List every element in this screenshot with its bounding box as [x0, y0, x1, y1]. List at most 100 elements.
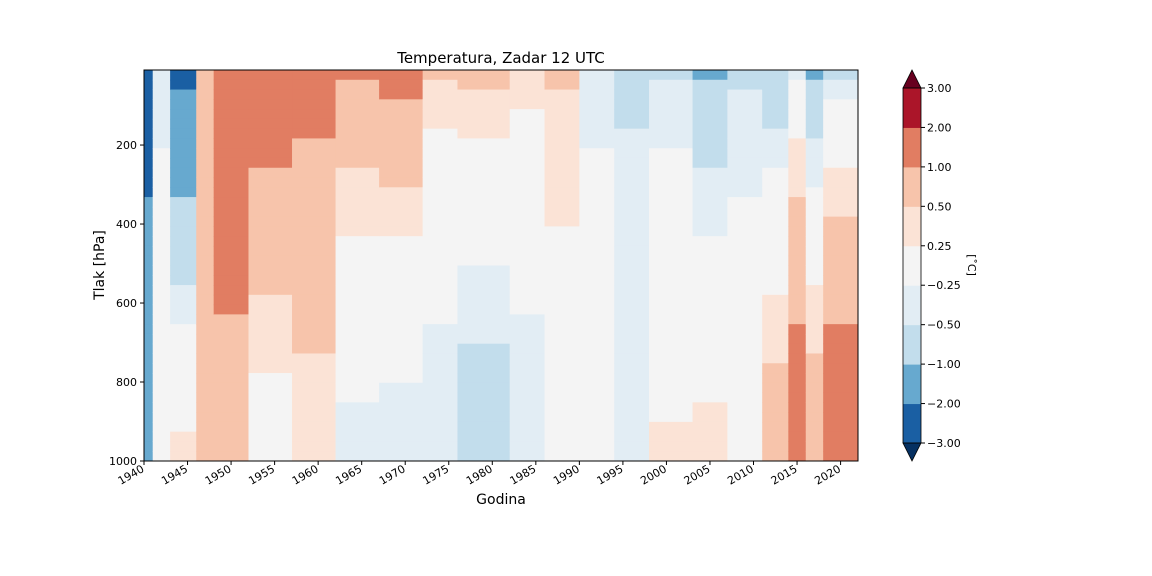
- contour-cell: [762, 324, 789, 335]
- contour-cell: [170, 382, 197, 394]
- contour-cell: [144, 382, 154, 394]
- contour-cell: [292, 216, 337, 227]
- contour-cell: [248, 314, 293, 325]
- contour-cell: [213, 206, 249, 218]
- contour-cell: [579, 148, 615, 159]
- x-axis-label: Godina: [476, 492, 526, 508]
- contour-cell: [422, 431, 458, 442]
- contour-cell: [292, 324, 337, 335]
- contour-cell: [614, 275, 650, 286]
- contour-cell: [614, 177, 650, 188]
- contour-cell: [823, 324, 858, 335]
- contour-cell: [727, 197, 763, 208]
- contour-cell: [692, 99, 728, 110]
- contour-cell: [248, 255, 293, 266]
- contour-cell: [614, 148, 650, 159]
- contour-cell: [422, 187, 458, 198]
- contour-cell: [196, 451, 215, 461]
- contour-cell: [509, 206, 546, 218]
- contour-cell: [379, 333, 424, 345]
- contour-cell: [579, 118, 615, 130]
- contour-cell: [379, 177, 424, 188]
- contour-cell: [509, 402, 546, 413]
- contour-cell: [248, 421, 293, 433]
- contour-cell: [727, 138, 763, 149]
- contour-cell: [692, 236, 728, 247]
- contour-cell: [544, 412, 580, 423]
- contour-cell: [544, 109, 580, 120]
- contour-cell: [422, 216, 458, 227]
- contour-cell: [649, 255, 694, 266]
- contour-cell: [457, 70, 511, 81]
- contour-cell: [379, 343, 424, 354]
- contour-cell: [152, 402, 171, 413]
- contour-cell: [805, 363, 824, 374]
- contour-cell: [727, 333, 763, 345]
- contour-cell: [509, 148, 546, 159]
- contour-cell: [152, 79, 171, 91]
- contour-cell: [457, 226, 511, 237]
- contour-cell: [379, 255, 424, 266]
- contour-cell: [213, 226, 249, 237]
- contour-cell: [692, 148, 728, 159]
- contour-cell: [152, 245, 171, 257]
- contour-cell: [544, 402, 580, 413]
- contour-cell: [422, 294, 458, 306]
- contour-cell: [762, 128, 789, 139]
- contour-cell: [379, 118, 424, 130]
- contour-cell: [170, 314, 197, 325]
- contour-cell: [213, 402, 249, 413]
- contour-cell: [292, 187, 337, 198]
- contour-cell: [823, 216, 858, 227]
- contour-cell: [692, 177, 728, 188]
- contour-cell: [762, 265, 789, 276]
- contour-cell: [727, 353, 763, 364]
- contour-cell: [457, 294, 511, 306]
- contour-cell: [152, 373, 171, 384]
- contour-cell: [152, 177, 171, 188]
- contour-cell: [805, 226, 824, 237]
- contour-cell: [762, 109, 789, 120]
- contour-cell: [457, 216, 511, 227]
- contour-cell: [762, 89, 789, 100]
- contour-cell: [379, 294, 424, 306]
- contour-cell: [649, 148, 694, 159]
- contour-cell: [292, 167, 337, 179]
- contour-cell: [248, 206, 293, 218]
- contour-cell: [805, 118, 824, 130]
- contour-cell: [335, 265, 380, 276]
- contour-cell: [544, 333, 580, 345]
- contour-cell: [248, 70, 293, 81]
- contour-cell: [544, 255, 580, 266]
- contour-cell: [422, 392, 458, 403]
- y-axis: 200 400 600 800 1000: [109, 139, 144, 468]
- contour-cell: [292, 285, 337, 296]
- contour-cell: [457, 314, 511, 325]
- contour-cell: [248, 79, 293, 91]
- contour-cell: [509, 236, 546, 247]
- contour-cell: [614, 451, 650, 461]
- contour-cell: [649, 109, 694, 120]
- contour-cell: [152, 157, 171, 169]
- contour-cell: [335, 431, 380, 442]
- contour-cell: [457, 441, 511, 452]
- contour-cell: [196, 275, 215, 286]
- contour-cell: [144, 89, 154, 100]
- contour-cell: [170, 373, 197, 384]
- contour-cell: [614, 109, 650, 120]
- contour-cell: [144, 441, 154, 452]
- contour-cell: [579, 314, 615, 325]
- contour-cell: [379, 324, 424, 335]
- contour-cell: [457, 304, 511, 315]
- contour-cell: [335, 402, 380, 413]
- contour-cell: [248, 167, 293, 179]
- contour-cell: [579, 177, 615, 188]
- contour-cell: [727, 382, 763, 394]
- contour-cell: [335, 441, 380, 452]
- contour-cell: [379, 109, 424, 120]
- contour-cell: [248, 294, 293, 306]
- contour-cell: [144, 167, 154, 179]
- contour-cell: [805, 304, 824, 315]
- contour-cell: [727, 304, 763, 315]
- contour-cell: [788, 304, 807, 315]
